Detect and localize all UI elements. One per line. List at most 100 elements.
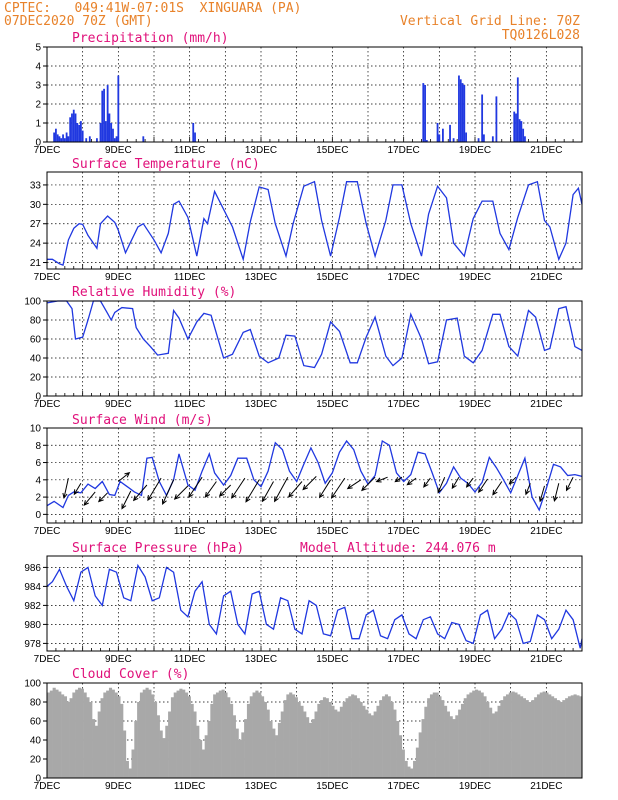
x-tick-label: 21DEC	[530, 781, 562, 792]
y-tick-label: 978	[24, 639, 41, 650]
precip-bar	[106, 85, 109, 142]
x-tick-label: 19DEC	[459, 526, 491, 537]
x-tick-label: 9DEC	[105, 399, 132, 410]
cloud-bar	[556, 700, 560, 778]
precip-bar	[491, 136, 494, 142]
cloud-bar	[232, 715, 236, 778]
x-tick-label: 7DEC	[34, 526, 61, 537]
cloud-bar	[463, 698, 467, 778]
wind-vector-arrow	[218, 484, 232, 497]
precip-bar	[110, 123, 113, 142]
precip-bar	[53, 132, 56, 142]
cloud-bar	[179, 688, 183, 778]
x-tick-label: 21DEC	[530, 654, 562, 665]
cloud-bar	[213, 694, 217, 778]
cloud-bar	[131, 749, 135, 778]
cloud-bar	[370, 715, 374, 778]
cloud-bar	[579, 696, 583, 778]
y-tick-label: 1	[35, 119, 41, 130]
cloud-bar	[89, 702, 93, 778]
panels-group: Precipitation (mm/h) 0 1 2 3 4 5 7DEC 9DEC 11DEC 1…	[24, 31, 583, 792]
cloud-bar	[458, 709, 462, 778]
precip-bar	[452, 138, 455, 142]
x-tick-label: 7DEC	[34, 145, 61, 156]
wind-vector-arrow	[83, 491, 96, 506]
cloud-bar	[469, 692, 473, 778]
cloud-bar	[415, 747, 419, 778]
wind-vector-arrow	[437, 477, 446, 494]
cloud-bar	[441, 700, 445, 778]
wind-vector-arrow	[121, 490, 132, 510]
precip-bar	[117, 75, 120, 142]
panel-temp: Surface Temperature (nC) 21 24 27 30 33 7DEC 9D…	[30, 157, 583, 283]
cloud-bar	[123, 730, 127, 778]
x-tick-label: 11DEC	[174, 145, 206, 156]
x-tick-label: 11DEC	[174, 654, 206, 665]
cloud-bar	[562, 700, 566, 778]
precip-bar	[71, 113, 73, 142]
cloud-bar	[489, 707, 493, 778]
precip-bar	[55, 128, 57, 142]
cloud-bar	[69, 698, 73, 778]
cloud-bar	[542, 691, 546, 778]
cloud-bar	[500, 700, 504, 778]
precip-bar	[81, 130, 84, 142]
cloud-bar	[148, 689, 152, 778]
precip-bar	[60, 138, 63, 142]
wind-vector-arrow	[319, 479, 332, 499]
precip-bar	[449, 124, 451, 142]
precip-bar	[515, 113, 517, 142]
cloud-bar	[351, 694, 355, 778]
y-tick-label: 2	[35, 100, 41, 111]
cloud-bar	[244, 719, 248, 778]
precip-bar	[520, 121, 523, 142]
cloud-bar	[539, 692, 543, 778]
cloud-bar	[460, 703, 465, 778]
plot-frame	[46, 427, 583, 524]
cloud-bar	[393, 709, 397, 778]
wind-vector-arrow	[274, 476, 289, 503]
cloud-bar	[55, 689, 59, 778]
precip-bar	[99, 123, 102, 142]
cloud-bar	[83, 692, 87, 778]
cloud-bar	[337, 711, 341, 778]
y-tick-label: 100	[24, 679, 41, 690]
cloud-bar	[522, 698, 526, 778]
cloud-bar	[196, 725, 200, 778]
cloud-bar	[401, 749, 405, 778]
x-tick-label: 11DEC	[174, 272, 206, 283]
panel-precip: Precipitation (mm/h) 0 1 2 3 4 5 7DEC 9DEC 11DEC 1…	[34, 31, 583, 156]
cloud-bar	[311, 719, 315, 778]
x-tick-label: 15DEC	[316, 781, 348, 792]
cloud-bar	[573, 694, 577, 778]
panel-cloud: Cloud Cover (%) 0 20 40 60 80 100 7DEC 9DEC 11DEC…	[24, 667, 583, 792]
cloud-bar	[184, 692, 189, 778]
x-tick-label: 17DEC	[388, 526, 420, 537]
cloud-bar	[517, 694, 521, 778]
cloud-bar	[466, 694, 470, 778]
precip-bar	[58, 136, 61, 142]
cloud-bar	[49, 690, 53, 778]
cloud-bar	[66, 702, 70, 778]
cloud-bar	[551, 696, 555, 778]
precip-bar	[522, 128, 525, 142]
cloud-bar	[86, 697, 90, 778]
cloud-bar	[438, 696, 442, 778]
cloud-bar	[114, 692, 118, 778]
cloud-bar	[368, 713, 372, 778]
y-tick-label: 0	[35, 774, 41, 785]
wind-vector-arrow	[394, 476, 403, 483]
wind-vector-arrow	[231, 477, 246, 499]
plot-frame	[46, 171, 583, 270]
cloud-bar	[201, 749, 205, 778]
cloud-bar	[365, 709, 369, 778]
cloud-bar	[193, 711, 197, 778]
cloud-bar	[331, 705, 335, 778]
panel-title: Surface Pressure (hPa)	[72, 541, 244, 556]
wind-vector-arrow	[162, 479, 175, 506]
station-line: CPTEC: 049:41W-07:01S XINGUARA (PA)	[4, 1, 301, 16]
cloud-bar	[176, 690, 180, 778]
cloud-bar	[241, 732, 245, 778]
y-tick-label: 984	[24, 582, 41, 593]
cloud-bar	[103, 692, 107, 778]
